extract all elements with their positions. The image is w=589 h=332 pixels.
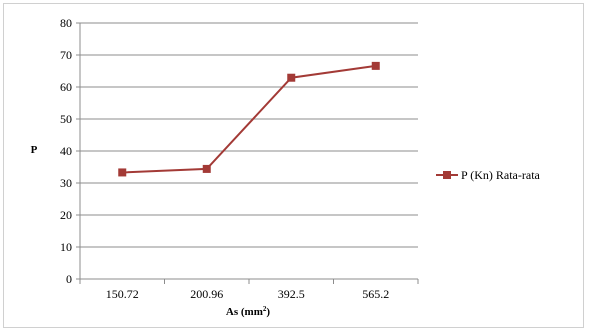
x-axis-label-main: As (mm (226, 306, 263, 318)
y-tick-label: 60 (60, 80, 72, 94)
series-line (122, 64, 376, 174)
x-tick-label: 565.2 (362, 287, 389, 301)
chart-frame: 0 10 20 30 40 50 60 70 80 150.72 200.96 392.5 565.2… (3, 3, 584, 328)
y-tick-label: 80 (60, 16, 72, 30)
y-tick-label: 20 (60, 208, 72, 222)
line-chart: 0 10 20 30 40 50 60 70 80 150.72 200.96 392.5 565.2… (31, 16, 541, 318)
y-axis-ticks: 0 10 20 30 40 50 60 70 80 (60, 16, 80, 286)
x-axis-label-superscript: 2 (263, 305, 267, 313)
x-axis-ticks: 150.72 200.96 392.5 565.2 (79, 279, 419, 301)
axes (79, 23, 418, 280)
y-tick-label: 0 (66, 272, 72, 286)
y-axis-label: P (31, 144, 38, 156)
x-axis-label: As (mm2) (226, 305, 270, 318)
data-point (371, 61, 380, 70)
data-point (118, 168, 127, 177)
series-group (118, 61, 380, 177)
y-tick-label: 30 (60, 176, 72, 190)
legend-label: P (Kn) Rata-rata (461, 168, 541, 182)
y-tick-label: 70 (60, 48, 72, 62)
y-tick-label: 50 (60, 112, 72, 126)
y-tick-label: 40 (60, 144, 72, 158)
y-tick-label: 10 (60, 240, 72, 254)
x-tick-label: 200.96 (190, 287, 223, 301)
legend-marker (443, 171, 451, 179)
data-point (287, 73, 296, 82)
legend: P (Kn) Rata-rata (436, 168, 541, 182)
data-point (202, 164, 211, 173)
x-tick-label: 150.72 (106, 287, 139, 301)
x-tick-label: 392.5 (278, 287, 305, 301)
gridlines (80, 22, 418, 248)
x-axis-label-close: ) (266, 306, 270, 318)
